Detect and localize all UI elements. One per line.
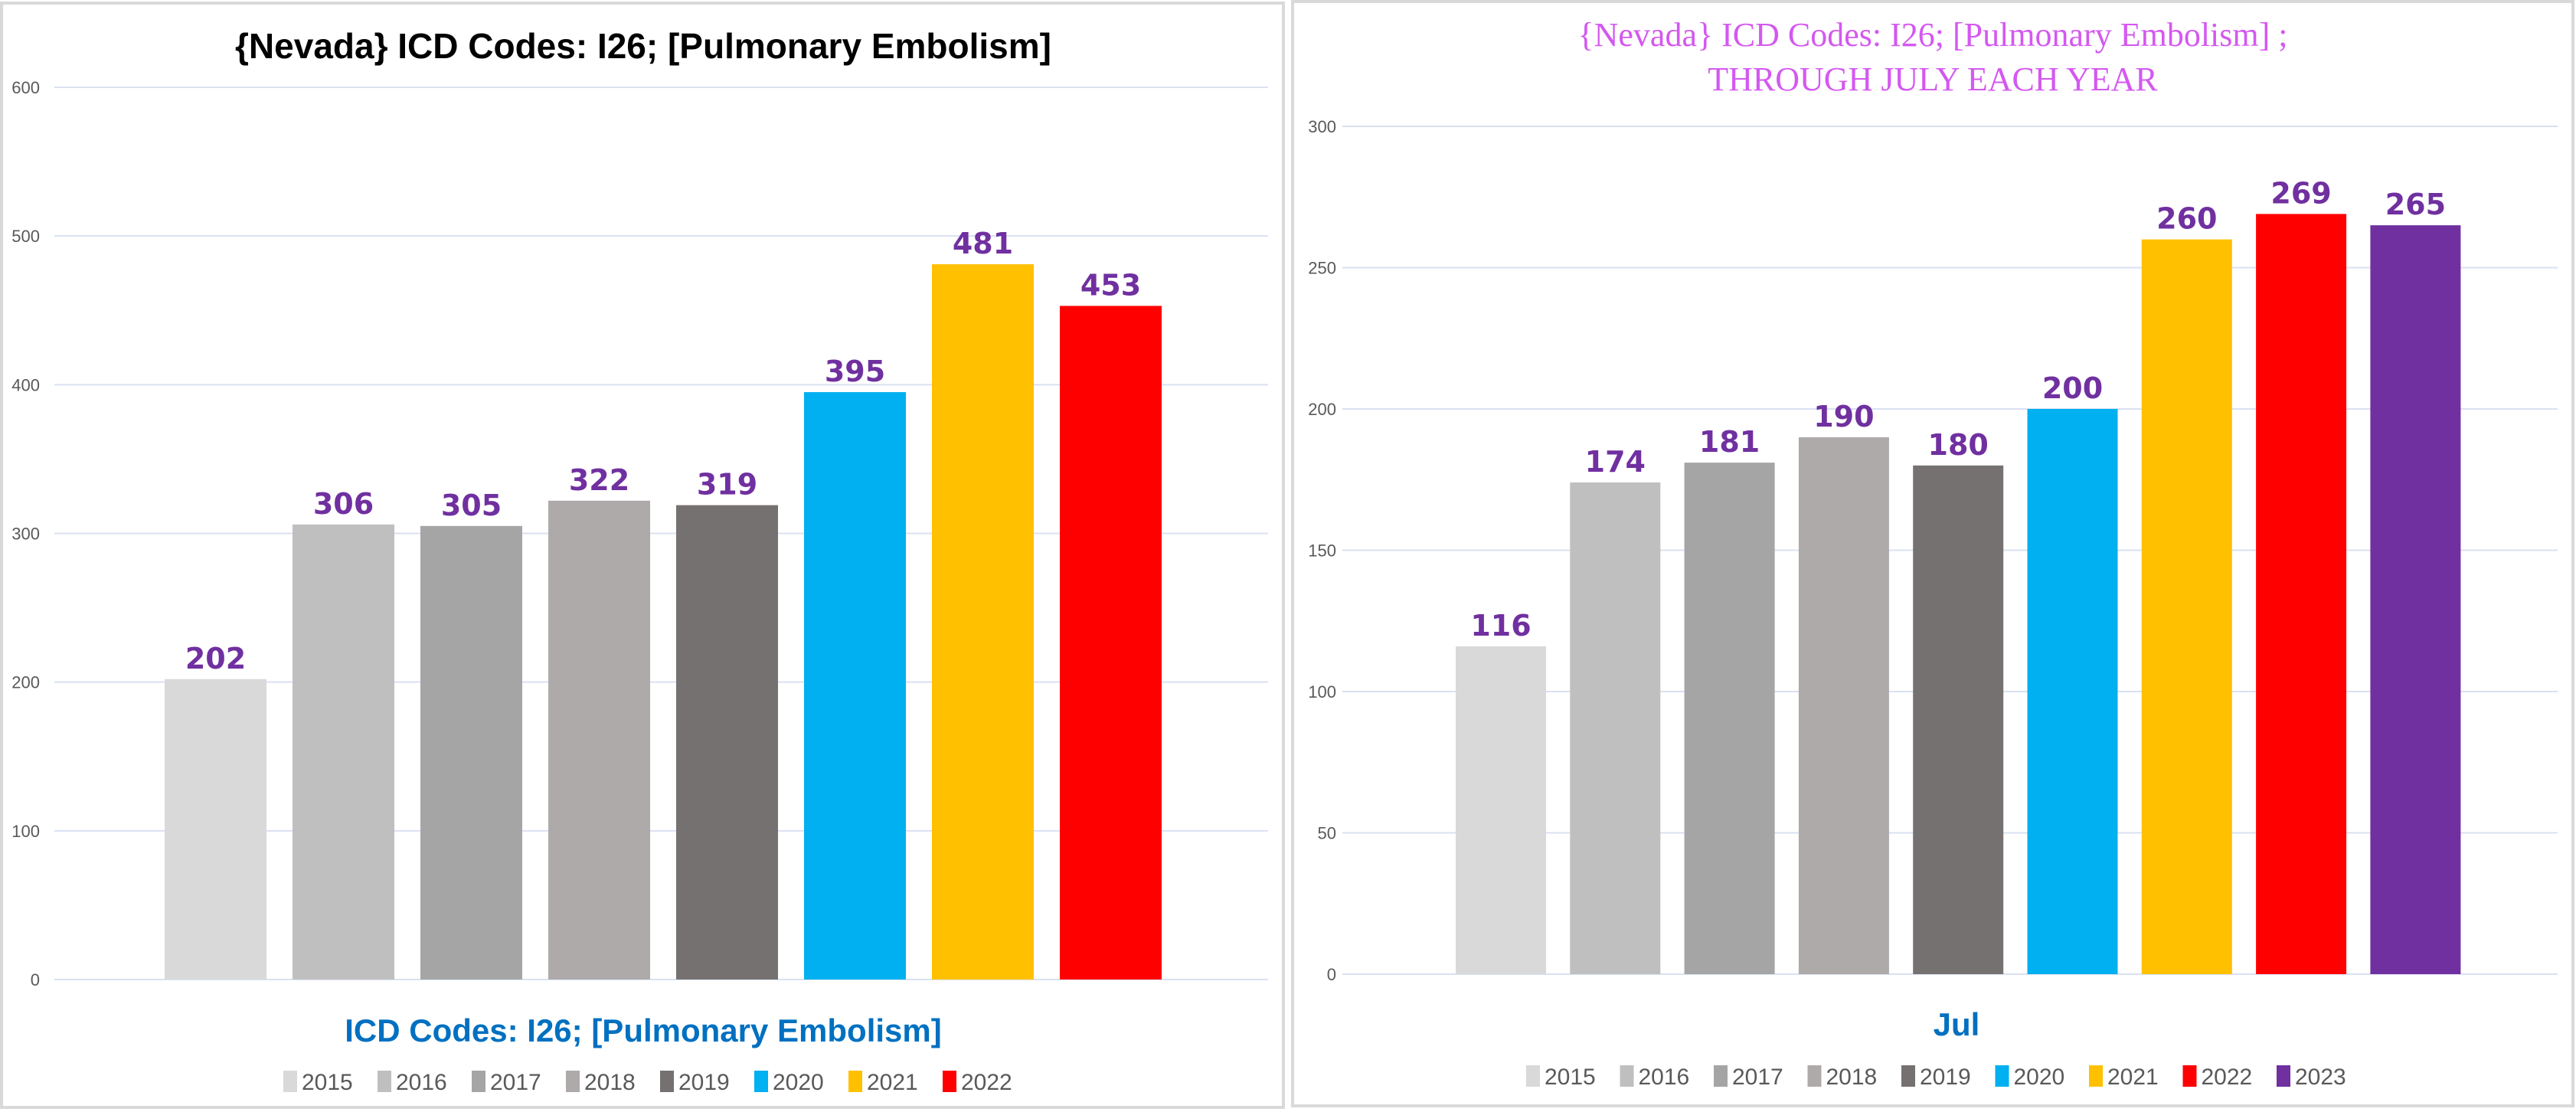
legend-swatch-2023 (2277, 1065, 2290, 1087)
data-label-2020: 395 (825, 355, 885, 388)
legend-swatch-2016 (1620, 1065, 1634, 1087)
bar-2016 (1570, 482, 1661, 974)
data-label-2017: 181 (1699, 425, 1760, 459)
legend-swatch-2015 (1526, 1065, 1540, 1087)
data-label-2018: 190 (1813, 400, 1874, 433)
data-label-2019: 180 (1928, 428, 1989, 462)
bar-2021 (2141, 239, 2232, 975)
legend-label-2016: 2016 (396, 1070, 447, 1095)
legend-label-2015: 2015 (1545, 1065, 1596, 1090)
data-label-2021: 260 (2156, 202, 2217, 236)
y-tick-label: 0 (31, 970, 40, 989)
bar-2019 (676, 505, 778, 980)
bar-2020 (2027, 409, 2118, 974)
left-x-axis-title: ICD Codes: I26; [Pulmonary Embolism] (345, 1012, 941, 1048)
y-tick-label: 200 (1308, 400, 1336, 419)
right-plot-area: 0 50 100 150 200 250 300 116 2015 174 2016 181 2017 1… (1308, 117, 2558, 1090)
data-label-2023: 265 (2385, 188, 2446, 221)
legend-swatch-2016 (378, 1071, 391, 1092)
legend-swatch-2015 (283, 1071, 297, 1092)
legend-swatch-2017 (472, 1071, 485, 1092)
legend-label-2022: 2022 (2202, 1065, 2253, 1090)
data-label-2022: 269 (2270, 176, 2331, 210)
bar-2018 (1798, 437, 1889, 974)
y-tick-label: 400 (11, 375, 40, 394)
legend-label-2023: 2023 (2295, 1065, 2346, 1090)
bar-2023 (2370, 225, 2461, 974)
data-label-2022: 453 (1080, 268, 1141, 302)
legend-swatch-2021 (2089, 1065, 2103, 1087)
legend-label-2015: 2015 (302, 1070, 353, 1095)
legend-label-2020: 2020 (773, 1070, 824, 1095)
bar-2022 (1060, 306, 1162, 980)
data-label-2018: 322 (569, 463, 629, 497)
legend-swatch-2019 (1901, 1065, 1915, 1087)
y-tick-label: 250 (1308, 259, 1336, 278)
legend-label-2021: 2021 (2107, 1065, 2159, 1090)
y-tick-label: 200 (11, 673, 40, 692)
y-tick-label: 300 (11, 525, 40, 544)
legend-swatch-2020 (754, 1071, 768, 1092)
bar-2016 (293, 524, 394, 980)
legend-swatch-2018 (1807, 1065, 1822, 1087)
legend-label-2021: 2021 (867, 1070, 918, 1095)
legend-label-2022: 2022 (961, 1070, 1012, 1095)
right-chart-title: {Nevada} ICD Codes: I26; [Pulmonary Embo… (1577, 16, 2287, 54)
legend-label-2018: 2018 (584, 1070, 636, 1095)
bar-2018 (548, 500, 650, 980)
y-tick-label: 50 (1318, 824, 1336, 843)
data-label-2016: 306 (313, 487, 374, 521)
legend-label-2019: 2019 (1920, 1065, 1971, 1090)
legend-label-2020: 2020 (2014, 1065, 2065, 1090)
right-x-axis-title: Jul (1934, 1006, 1980, 1042)
left-chart-title: {Nevada} ICD Codes: I26; [Pulmonary Embo… (235, 26, 1051, 66)
y-tick-label: 500 (11, 227, 40, 246)
data-label-2015: 116 (1470, 609, 1531, 643)
legend-label-2018: 2018 (1826, 1065, 1878, 1090)
data-label-2016: 174 (1585, 445, 1646, 479)
legend-label-2017: 2017 (1732, 1065, 1783, 1090)
bar-2021 (932, 264, 1034, 980)
y-tick-label: 100 (11, 822, 40, 841)
legend-swatch-2020 (1995, 1065, 2009, 1087)
legend-swatch-2019 (660, 1071, 674, 1092)
bar-2015 (1456, 646, 1546, 974)
bar-2020 (804, 392, 906, 980)
left-plot-area: 0 100 200 300 400 500 600 202 2015 306 2016 305 2017… (11, 78, 1268, 1095)
y-tick-label: 600 (11, 78, 40, 97)
y-tick-label: 300 (1308, 117, 1336, 136)
data-label-2021: 481 (953, 227, 1013, 260)
right-chart-subtitle: THROUGH JULY EACH YEAR (1708, 61, 2158, 98)
data-label-2017: 305 (441, 489, 502, 522)
bar-2017 (420, 525, 522, 980)
legend-swatch-2017 (1714, 1065, 1728, 1087)
legend-label-2016: 2016 (1639, 1065, 1690, 1090)
legend-swatch-2022 (943, 1071, 956, 1092)
y-tick-label: 0 (1327, 965, 1336, 984)
legend-swatch-2022 (2182, 1065, 2197, 1087)
bar-2022 (2256, 214, 2347, 974)
legend-label-2019: 2019 (678, 1070, 730, 1095)
legend-label-2017: 2017 (490, 1070, 541, 1095)
legend-swatch-2021 (848, 1071, 862, 1092)
y-tick-label: 100 (1308, 682, 1336, 702)
bar-2019 (1913, 465, 2004, 974)
data-label-2020: 200 (2042, 371, 2103, 405)
y-tick-label: 150 (1308, 541, 1336, 561)
data-label-2015: 202 (185, 642, 246, 675)
legend-swatch-2018 (566, 1071, 580, 1092)
bar-2015 (165, 679, 266, 980)
bar-2017 (1684, 463, 1775, 974)
data-label-2019: 319 (697, 468, 757, 502)
